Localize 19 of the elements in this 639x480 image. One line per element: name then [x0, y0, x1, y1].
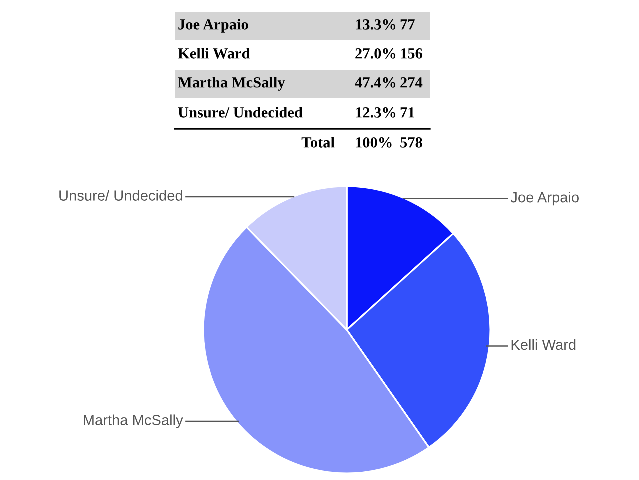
data-label: 13.3% [356, 20, 396, 30]
data-label: 47.4% [355, 78, 396, 88]
slice-label: Joe Arpaio [510, 192, 579, 206]
data-label: 71 [400, 108, 414, 118]
data-label: 27.0% [356, 48, 396, 59]
category-label: Kelli Ward [178, 48, 250, 59]
data-label: 274 [400, 78, 423, 88]
category-label: Unsure/ Undecided [178, 107, 303, 118]
data-label: 12.3% [356, 108, 396, 118]
slice-label: Martha McSally [84, 414, 184, 428]
slice-label: Kelli Ward [512, 339, 576, 350]
text: 100% [356, 138, 392, 148]
data-label: 77 [400, 20, 415, 30]
text: 578 [400, 138, 422, 148]
category-label: Martha McSally [178, 77, 286, 91]
text: Total [302, 137, 335, 148]
category-label: Joe Arpaio [178, 19, 248, 33]
slice-label: Unsure/ Undecided [60, 190, 182, 201]
data-label: 156 [401, 48, 422, 59]
